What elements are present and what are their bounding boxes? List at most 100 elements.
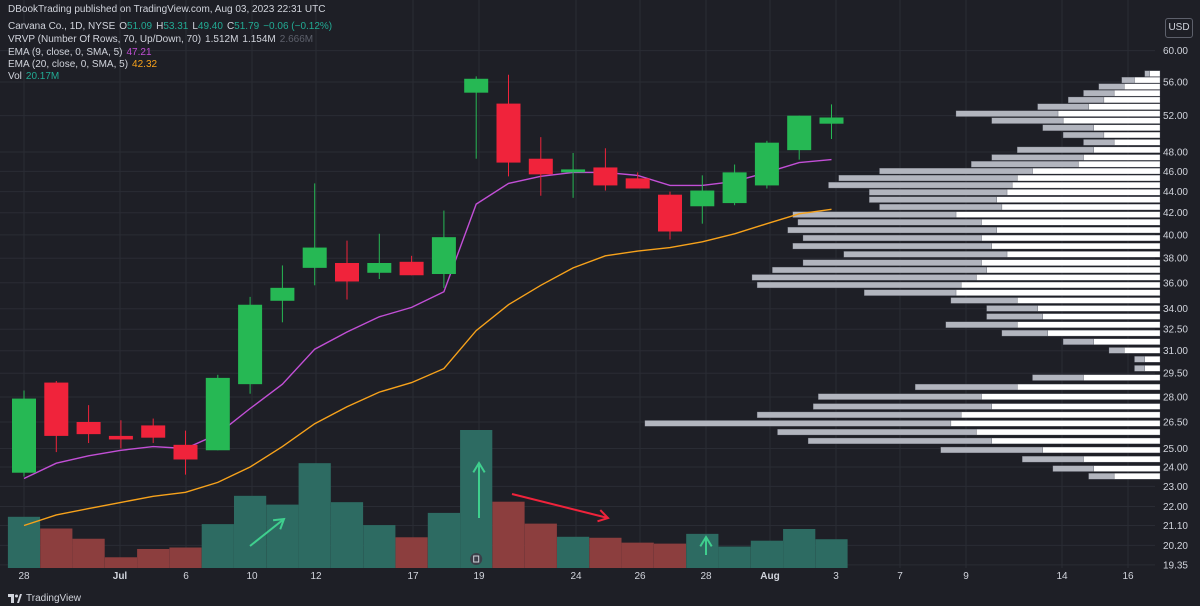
candle-body [658, 194, 682, 232]
ema20-label: EMA (20, close, 0, SMA, 5) [8, 59, 129, 70]
volume-profile-down-bar [869, 189, 1008, 196]
volume-profile-up-bar [1062, 117, 1161, 124]
volume-bar [7, 516, 41, 568]
candle [399, 255, 424, 276]
volume-profile-up-bar [1001, 203, 1161, 211]
green-up-arrow-2 [472, 461, 486, 518]
volume-profile-down-bar [1144, 70, 1150, 77]
price-axis: 60.00 56.00 52.00 48.00 46.00 44.00 42.00 40.00… [1163, 46, 1188, 571]
volume-profile-up-bar [1006, 189, 1161, 196]
candle-body [108, 435, 133, 440]
price-axis-label: 25.00 [1163, 444, 1188, 455]
volume-profile-up-bar [1047, 330, 1161, 337]
time-axis-label: 16 [1122, 571, 1134, 582]
candle [76, 405, 101, 444]
time-axis-label: 12 [310, 571, 322, 582]
candle [464, 76, 489, 159]
candle-body [690, 190, 715, 207]
volume-profile-up-bar [1093, 338, 1161, 345]
price-axis-label: 38.00 [1163, 254, 1188, 265]
volume-bar [492, 501, 525, 568]
candle [561, 152, 586, 198]
green-up-arrow-1-head [272, 517, 286, 530]
volume-bar [137, 548, 170, 568]
price-axis-label: 42.00 [1163, 208, 1188, 219]
volume-profile-up-bar [1042, 446, 1161, 454]
volume-profile-up-bar [1124, 83, 1161, 90]
ema9-legend[interactable]: EMA (9, close, 0, SMA, 5) 47.21 [8, 47, 156, 58]
price-axis-label: 40.00 [1163, 230, 1188, 241]
volume-profile-up-bar [1093, 124, 1161, 131]
volume-bar [815, 539, 848, 568]
volume-legend[interactable]: Vol 20.17M [8, 71, 63, 82]
volume-bar [460, 430, 493, 568]
ema9-label: EMA (9, close, 0, SMA, 5) [8, 47, 123, 58]
candle [658, 191, 682, 240]
candle-body [399, 261, 424, 276]
volume-profile-down-bar [818, 393, 982, 400]
volume-profile-down-bar [1088, 473, 1115, 480]
volume-profile-down-bar [1052, 465, 1094, 472]
volume-bar [169, 547, 202, 568]
candle-body [625, 178, 650, 189]
volume-profile-down-bar [971, 161, 1079, 168]
candle-body [754, 142, 779, 186]
candle-body [561, 169, 586, 173]
candle-body [141, 425, 166, 438]
low-label: L [192, 21, 198, 32]
vrvp-legend[interactable]: VRVP (Number Of Rows, 70, Up/Down, 70) 1.… [8, 34, 317, 45]
price-axis-label: 21.10 [1163, 521, 1188, 532]
candle [108, 420, 133, 449]
volume-bar [686, 533, 719, 568]
symbol-legend[interactable]: Carvana Co., 1D, NYSE O51.09 H53.31 L49.40 C… [8, 21, 336, 32]
candle-body [270, 287, 295, 301]
candle [722, 164, 747, 206]
volume-profile-up-bar [960, 411, 1161, 418]
candle [787, 115, 812, 160]
volume-profile-up-bar [1083, 154, 1161, 161]
candle [367, 233, 392, 279]
candle [44, 381, 69, 453]
candle [238, 296, 263, 394]
volume-bar [298, 463, 331, 568]
price-axis-label: 60.00 [1163, 46, 1188, 57]
volume-profile-down-bar [797, 219, 982, 226]
volume-profile-up-bar [1032, 168, 1161, 175]
open-label: O [119, 21, 128, 32]
vrvp-down-volume: 1.154M [242, 34, 276, 45]
ema20-legend[interactable]: EMA (20, close, 0, SMA, 5) 42.32 [8, 59, 161, 70]
time-axis-label: 10 [246, 571, 258, 582]
red-down-arrow-head [597, 509, 610, 523]
publisher-text: DBookTrading published on TradingView.co… [8, 4, 326, 15]
candle-body [787, 115, 812, 151]
price-axis-label: 34.00 [1163, 304, 1188, 315]
volume-profile-down-bar [945, 321, 1018, 328]
volume-profile-down-bar [1083, 139, 1115, 146]
volume-bar [750, 540, 783, 568]
close-value: 51.79 [234, 21, 260, 32]
volume-bar [427, 512, 460, 568]
volume-label: Vol [8, 71, 22, 82]
candle-body [12, 398, 36, 473]
volume-bar [557, 536, 590, 568]
candle [431, 210, 456, 288]
volume-profile-down-bar [802, 259, 982, 266]
candle [754, 140, 779, 189]
time-axis: 28 Jul 6 10 12 17 19 24 26 28 Aug 3 7 9 14 16 [18, 571, 1134, 582]
volume-profile-up-bar [986, 266, 1161, 274]
high-label: H [156, 21, 164, 32]
volume-profile-down-bar [843, 251, 1008, 258]
volume-profile-up-bar [1037, 305, 1161, 312]
red-down-arrow [511, 493, 610, 523]
candle [335, 240, 359, 300]
candle [690, 175, 715, 224]
tradingview-brand[interactable]: TradingView [8, 593, 81, 604]
volume-bar [201, 524, 234, 568]
green-up-arrow-3 [699, 535, 713, 555]
volume-profile-down-bar [1022, 456, 1084, 463]
volume-profile-up-bar [1113, 139, 1161, 146]
candle-body [367, 263, 392, 273]
currency-button[interactable]: USD [1165, 18, 1193, 38]
volume-profile-up-bar [981, 393, 1161, 400]
